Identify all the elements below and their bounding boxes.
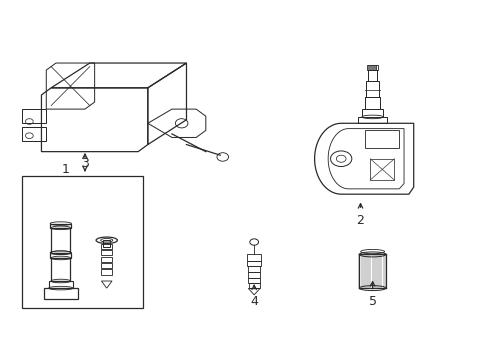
Bar xyxy=(366,81,378,97)
Bar xyxy=(247,272,260,278)
Bar xyxy=(22,127,46,141)
Bar xyxy=(51,228,70,253)
Bar xyxy=(367,70,377,81)
Bar xyxy=(49,281,73,288)
Bar xyxy=(50,224,71,228)
Bar xyxy=(50,253,71,258)
Bar xyxy=(103,240,110,247)
Bar xyxy=(246,255,261,261)
Text: 1: 1 xyxy=(61,163,69,176)
Bar xyxy=(101,269,112,275)
Bar xyxy=(101,244,112,249)
Bar xyxy=(101,257,112,262)
Bar xyxy=(366,65,377,70)
Bar xyxy=(22,109,46,123)
Text: 4: 4 xyxy=(250,295,258,308)
Bar xyxy=(101,263,112,268)
Bar xyxy=(101,250,112,256)
Bar xyxy=(248,278,260,283)
Bar xyxy=(364,97,380,109)
Text: 5: 5 xyxy=(368,295,376,308)
Bar xyxy=(44,288,78,299)
Bar xyxy=(361,109,383,117)
Text: 3: 3 xyxy=(81,157,89,170)
Bar xyxy=(357,117,386,123)
Bar xyxy=(51,258,70,281)
Text: 2: 2 xyxy=(356,214,364,227)
Bar xyxy=(22,176,142,307)
Bar xyxy=(248,283,259,288)
Bar xyxy=(247,261,261,266)
Bar xyxy=(247,266,260,272)
